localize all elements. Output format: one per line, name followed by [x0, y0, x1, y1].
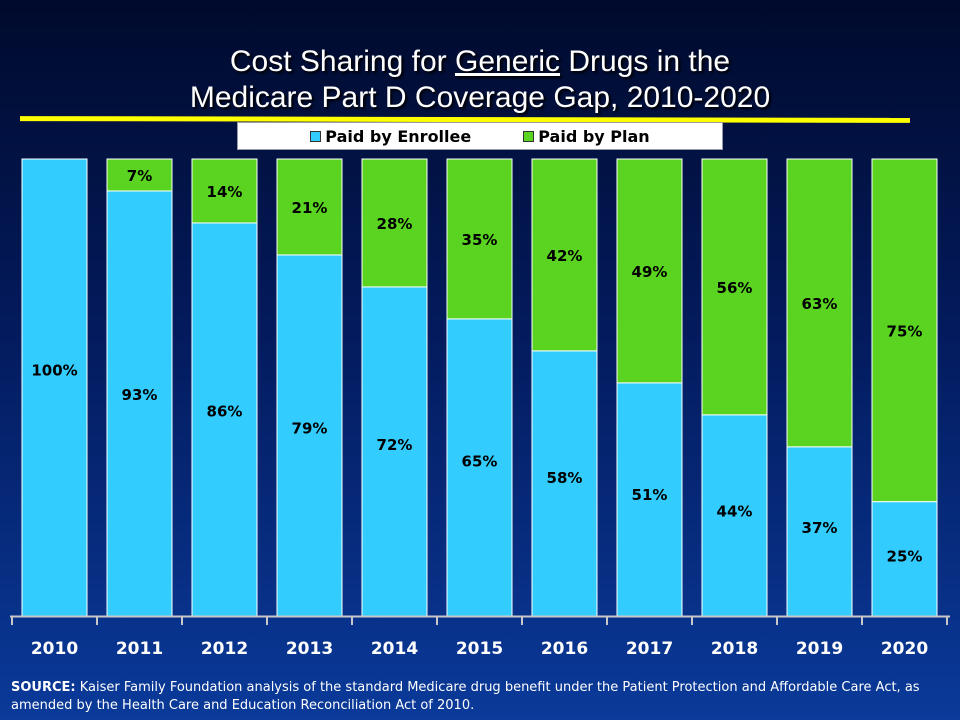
- x-tick-label-2019: 2019: [796, 639, 843, 659]
- bar-plan-2020: [871, 158, 938, 503]
- chart-title: Cost Sharing for Generic Drugs in the Me…: [0, 44, 960, 116]
- chart-title-line2: Medicare Part D Coverage Gap, 2010-2020: [189, 81, 771, 114]
- title-underlined-word: Generic: [454, 45, 561, 78]
- label-plan-2011: 7%: [127, 167, 152, 185]
- label-enrollee-2013: 79%: [292, 419, 328, 437]
- label-enrollee-2015: 65%: [462, 453, 498, 471]
- legend-swatch-plan: [523, 130, 535, 142]
- bar-enrollee-2020: [871, 501, 938, 617]
- stacked-bar-chart: 100% 93% 7% 86% 14% 79% 21% 72% 28% 65% 35% 58% 42% 5…: [10, 158, 950, 659]
- x-tick-label-2016: 2016: [541, 639, 588, 659]
- bar-plan-2013: [276, 158, 343, 256]
- source-note: SOURCE: Kaiser Family Foundation analysi…: [11, 679, 951, 715]
- label-plan-2013: 21%: [292, 199, 328, 217]
- label-enrollee-2012: 86%: [207, 403, 243, 421]
- bar-enrollee-2014: [361, 286, 428, 617]
- bar-plan-2012: [191, 158, 258, 224]
- title-suffix: Drugs in the: [560, 45, 731, 78]
- chart-title-line1: Cost Sharing for Generic Drugs in the: [0, 44, 960, 80]
- legend-label-enrollee: Paid by Enrollee: [325, 126, 472, 146]
- bar-enrollee-2015: [446, 318, 513, 617]
- bar-enrollee-2016: [531, 350, 598, 617]
- label-enrollee-2020: 25%: [887, 548, 923, 566]
- legend-swatch-enrollee: [310, 130, 322, 142]
- bar-enrollee-2012: [191, 222, 258, 617]
- x-tick-label-2012: 2012: [201, 639, 248, 659]
- legend-item-plan: Paid by Plan: [523, 126, 650, 146]
- chart-legend: Paid by Enrollee Paid by Plan: [237, 122, 723, 150]
- bar-plan-2011: [106, 158, 173, 192]
- source-text: Kaiser Family Foundation analysis of the…: [11, 680, 920, 713]
- bar-plan-2016: [531, 158, 598, 352]
- x-tick-label-2020: 2020: [881, 639, 928, 659]
- label-plan-2017: 49%: [632, 263, 668, 281]
- bar-plan-2019: [786, 158, 853, 448]
- label-enrollee-2019: 37%: [802, 519, 838, 537]
- x-tick-label-2010: 2010: [31, 639, 78, 659]
- legend-label-plan: Paid by Plan: [538, 126, 650, 146]
- label-plan-2016: 42%: [547, 247, 583, 265]
- x-tick-label-2018: 2018: [711, 639, 758, 659]
- label-plan-2019: 63%: [802, 295, 838, 313]
- bar-enrollee-2011: [106, 190, 173, 617]
- bar-plan-2018: [701, 158, 768, 416]
- label-enrollee-2014: 72%: [377, 436, 413, 454]
- label-plan-2015: 35%: [462, 231, 498, 249]
- x-tick-label-2014: 2014: [371, 639, 418, 659]
- source-label: SOURCE:: [11, 680, 76, 695]
- bar-enrollee-2010: [21, 158, 88, 617]
- label-plan-2018: 56%: [717, 279, 753, 297]
- bar-enrollee-2019: [786, 446, 853, 617]
- label-enrollee-2017: 51%: [632, 486, 668, 504]
- bar-enrollee-2018: [701, 414, 768, 617]
- label-plan-2012: 14%: [207, 183, 243, 201]
- x-tick-label-2011: 2011: [116, 639, 163, 659]
- label-plan-2014: 28%: [377, 215, 413, 233]
- bar-plan-2017: [616, 158, 683, 384]
- title-prefix: Cost Sharing for: [229, 45, 455, 78]
- label-plan-2020: 75%: [887, 322, 923, 340]
- x-tick-label-2015: 2015: [456, 639, 503, 659]
- bar-enrollee-2017: [616, 382, 683, 617]
- label-enrollee-2018: 44%: [717, 502, 753, 520]
- label-enrollee-2016: 58%: [547, 469, 583, 487]
- bar-enrollee-2013: [276, 254, 343, 617]
- x-tick-label-2017: 2017: [626, 639, 673, 659]
- label-enrollee-2010: 100%: [31, 361, 77, 379]
- legend-item-enrollee: Paid by Enrollee: [310, 127, 471, 146]
- x-tick-label-2013: 2013: [286, 639, 333, 659]
- label-enrollee-2011: 93%: [122, 386, 158, 404]
